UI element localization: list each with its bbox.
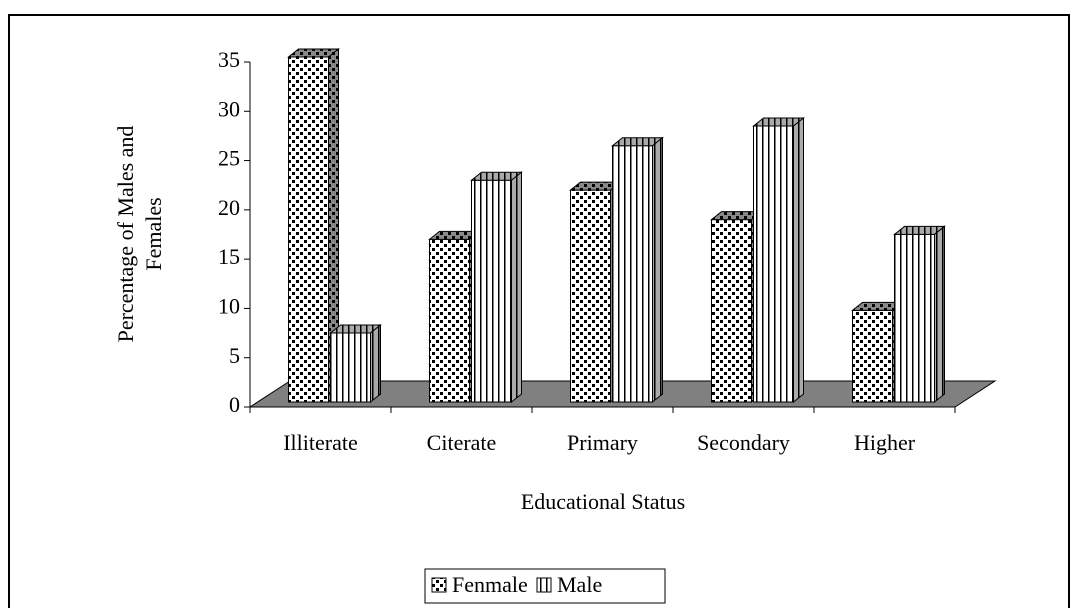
y-tick-label: 20 [218,195,240,220]
bar-side [934,225,945,404]
bar-side [793,116,804,404]
y-tick-label: 5 [229,343,240,368]
bar-front [894,233,935,403]
legend-label: Male [557,572,602,597]
legend-label: Fenmale [452,572,528,597]
y-tick-label: 35 [218,47,240,72]
bar [470,171,523,404]
x-tick-label: Citerate [427,430,497,455]
x-tick-label: Primary [567,430,638,455]
y-tick-label: 10 [218,293,240,318]
bar-side [511,171,522,404]
x-tick-label: Higher [854,430,916,455]
y-tick-label: 15 [218,244,240,269]
bar [893,225,946,404]
y-axis-label: Percentage of Males and [113,126,138,343]
bar-front [471,179,512,403]
bar-front [570,189,611,403]
bar-front [753,125,794,403]
bar [329,323,382,404]
bar [752,116,805,404]
y-tick-label: 30 [218,96,240,121]
y-axis-label: Females [141,197,166,270]
y-tick-label: 25 [218,146,240,171]
bar-side [652,136,663,404]
x-tick-label: Secondary [697,430,790,455]
x-tick-label: Illiterate [283,430,358,455]
bar-front [429,238,470,403]
y-tick-label: 0 [229,392,240,417]
legend-swatch [536,577,552,593]
bar-front [711,219,752,403]
chart-border [8,14,1070,613]
x-axis-label: Educational Status [521,489,685,514]
bar [611,136,664,404]
bar [287,47,340,404]
legend-swatch [431,577,447,593]
bar-front [330,332,371,403]
bar-front [852,309,893,403]
bar-side [370,323,381,404]
bar-front [612,145,653,403]
bar-front [288,56,329,403]
